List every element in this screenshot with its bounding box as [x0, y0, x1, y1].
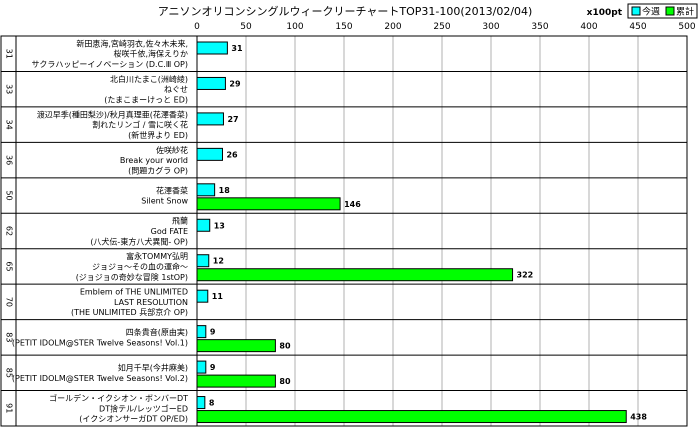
category-label-line: ねぐせ [164, 85, 188, 94]
data-label-week: 31 [231, 44, 243, 53]
data-label-week: 18 [219, 186, 231, 195]
legend-label-1: 今週 [642, 6, 660, 18]
category-label-line: Silent Snow [141, 197, 188, 206]
rank-label: 70 [5, 297, 14, 307]
category-label-line: 割れたリンゴ / 雪に咲く花 [92, 120, 188, 130]
category-label-line: (THE UNLIMITED 兵部京介 OP) [71, 307, 188, 317]
bar-week [196, 112, 224, 126]
x-tick-label-300: 300 [482, 22, 499, 32]
category-label-line: 佐咲紗花 [156, 145, 188, 155]
category-label-line: God FATE [151, 227, 188, 236]
bar-week [196, 254, 210, 268]
unit-label: x100pt [587, 8, 623, 18]
bar-total [196, 410, 627, 424]
x-tick-label-100: 100 [286, 22, 303, 32]
data-label-week: 12 [213, 257, 224, 266]
x-tick-label-50: 50 [240, 22, 252, 32]
data-label-week: 27 [227, 115, 238, 124]
category-label-line: 如月千早(今井麻美) [118, 363, 188, 373]
x-tick-label-0: 0 [194, 22, 200, 32]
x-tick-label-250: 250 [433, 22, 450, 32]
category-label-line: (ジョジョの奇妙な冒険 1stOP) [76, 272, 188, 282]
category-label-line: 渡辺早季(種田梨沙)/秋月真理亜(花澤香菜) [37, 109, 188, 119]
data-label-week: 29 [229, 79, 241, 88]
category-label-line: Break your world [120, 156, 188, 165]
x-tick-label-200: 200 [384, 22, 401, 32]
category-label-line: 新田恵海,宮崎羽衣,佐々木未来, [76, 38, 188, 48]
legend-label-2: 累計 [676, 6, 694, 18]
bar-week [196, 289, 209, 303]
data-label-week: 13 [214, 221, 225, 230]
category-label-line: ジョジョ～その血の運命～ [92, 261, 188, 271]
data-label-week: 9 [210, 363, 216, 372]
bar-total [196, 268, 514, 282]
category-label-line: (イクシオンサーガDT OP/ED) [79, 414, 188, 424]
data-label-week: 9 [210, 328, 216, 337]
x-tick-label-350: 350 [531, 22, 548, 32]
rank-label: 36 [5, 155, 14, 165]
chart-title: アニソンオリコンシングルウィークリーチャートTOP31-100(2013/02/… [158, 4, 533, 18]
category-label-line: (たまこまーけっと ED) [104, 95, 188, 104]
category-label-line: サクラハッピーイノベーション (D.C.Ⅲ OP) [31, 60, 188, 69]
data-label-week: 26 [226, 150, 238, 159]
rank-label: 62 [5, 226, 14, 236]
bar-week [196, 147, 223, 161]
rank-label: 33 [5, 84, 14, 94]
x-tick-label-450: 450 [629, 22, 646, 32]
category-label-line: 桜咲千依,海保えりか [113, 49, 188, 59]
legend-swatch-2 [665, 6, 675, 16]
category-label-line: (PETIT IDOLM@STER Twelve Seasons! Vol.1) [12, 339, 188, 348]
legend-swatch-1 [631, 6, 641, 16]
chart-frame [0, 35, 688, 427]
bar-week [196, 41, 228, 55]
category-label-line: (新世界より ED) [128, 130, 188, 140]
data-label-total: 438 [630, 413, 647, 422]
bar-week [196, 76, 226, 90]
rank-label: 31 [5, 49, 14, 59]
bar-total [196, 339, 276, 353]
bar-week [196, 360, 207, 374]
data-label-week: 8 [209, 399, 215, 408]
rank-label: 83 [5, 332, 14, 342]
category-label-line: DT捨テル/レッツゴーED [99, 403, 188, 413]
data-label-total: 146 [344, 200, 361, 209]
category-label-line: 四条貴音(原由実) [126, 327, 188, 337]
category-label-line: Emblem of THE UNLIMITED [80, 288, 188, 297]
data-label-week: 11 [212, 292, 224, 301]
category-label-line: 北白川たまこ(洲崎綾) [110, 74, 188, 84]
rank-label: 91 [5, 403, 14, 413]
data-label-total: 322 [517, 271, 534, 280]
x-tick-label-400: 400 [580, 22, 597, 32]
category-label-line: (問題カグラ OP) [128, 165, 188, 175]
category-label-line: (PETIT IDOLM@STER Twelve Seasons! Vol.2) [12, 374, 188, 383]
data-label-total: 80 [279, 377, 291, 386]
legend [627, 3, 698, 19]
bar-week [196, 325, 207, 339]
bar-week [196, 183, 216, 197]
category-label-line: 飛蘭 [172, 216, 188, 226]
rank-label: 65 [5, 261, 14, 271]
rank-label: 85 [5, 368, 14, 378]
bar-total [196, 374, 276, 388]
rank-label: 34 [5, 120, 14, 130]
bar-total [196, 197, 341, 211]
bar-week [196, 396, 206, 410]
category-label-line: (八犬伝-東方八犬異聞- OP) [90, 236, 188, 246]
x-tick-label-150: 150 [335, 22, 352, 32]
bar-week [196, 218, 211, 232]
category-label-line: ゴールデン・イクシオン・ボンバーDT [49, 393, 188, 403]
x-tick-label-500: 500 [678, 22, 695, 32]
category-label-line: LAST RESOLUTION [114, 298, 188, 307]
category-label-line: 花澤香菜 [156, 185, 188, 195]
rank-label: 50 [5, 190, 14, 200]
data-label-total: 80 [279, 342, 291, 351]
category-label-line: 富永TOMMY弘明 [126, 251, 188, 261]
